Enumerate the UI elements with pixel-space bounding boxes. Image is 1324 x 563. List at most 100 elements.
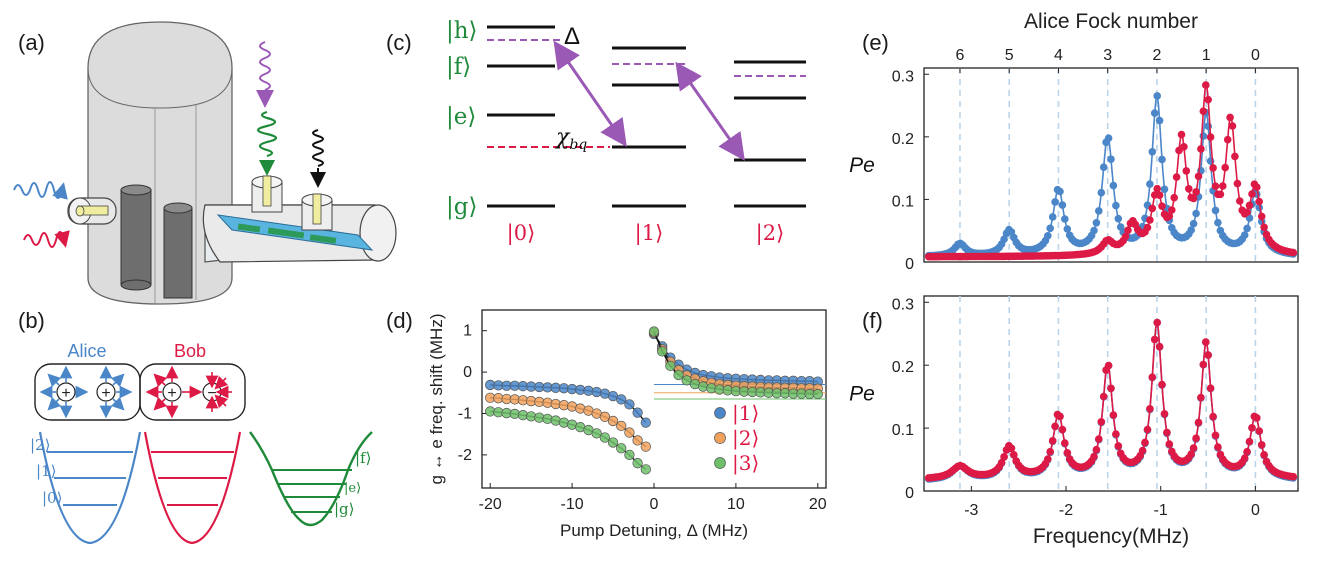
data-point-alice [1051, 198, 1059, 206]
blue-drive-wave [13, 181, 68, 200]
data-point-bob [1289, 472, 1298, 481]
data-point-bob [1236, 197, 1244, 205]
data-point-bob [1228, 122, 1237, 130]
fit-curve-bob [928, 321, 1294, 479]
x-tick-label-d: 0 [650, 496, 659, 513]
data-point-bob [1148, 204, 1157, 213]
panel-d-label: (d) [386, 308, 413, 333]
data-point-bob [1216, 190, 1225, 199]
chi-bq-label: χbq [554, 125, 587, 153]
bob-potential-well [143, 431, 242, 545]
data-point [591, 428, 602, 439]
data-point-bob [1197, 393, 1205, 402]
data-point-bob [1182, 167, 1191, 175]
legend-marker [714, 432, 726, 444]
input-port-left [67, 197, 117, 225]
transmon-ket-e: |e⟩ [344, 481, 361, 496]
transmon-potential-well: |f⟩ |e⟩ |g⟩ [249, 431, 373, 527]
data-point-bob [1257, 441, 1266, 449]
transmon-ket-f: |f⟩ [355, 449, 371, 467]
panel-a: (a) [13, 21, 397, 305]
data-point-bob [1007, 444, 1016, 453]
data-point-bob [1010, 451, 1018, 459]
data-point [616, 394, 627, 405]
fit-curve-bob [928, 83, 1294, 258]
data-point-bob [1257, 212, 1266, 221]
data-point-alice [1192, 209, 1200, 218]
data-point-bob [1240, 454, 1249, 463]
alice-label: Alice [67, 341, 106, 361]
data-point-alice [1104, 134, 1113, 142]
data-point-bob [1109, 411, 1118, 419]
x-tick-label-f: -2 [1059, 502, 1073, 519]
x-axis-label-f: Frequency(MHz) [1033, 525, 1189, 548]
data-point-alice [1150, 109, 1159, 117]
data-point-bob [1206, 384, 1215, 393]
data-point-bob [1204, 95, 1212, 104]
bob-mode-box: + − [139, 363, 246, 421]
data-point-alice [1058, 201, 1067, 209]
data-point-alice [1044, 232, 1052, 240]
data-point-bob [1255, 427, 1263, 435]
y-axis-label-e: Pe [849, 154, 875, 177]
delta-label: Δ [564, 23, 580, 50]
top-tick-label-e: 1 [1202, 47, 1211, 64]
data-point-alice [1240, 231, 1249, 239]
data-point-bob [1189, 444, 1198, 452]
ket-alice-0: |0⟩ [507, 221, 536, 246]
data-point-bob [1233, 179, 1242, 188]
data-point-bob [1260, 223, 1268, 232]
x-tick-label-d: -20 [479, 496, 502, 513]
data-point-bob [1155, 191, 1164, 199]
data-point-alice [1056, 187, 1064, 196]
data-point-bob [1253, 414, 1261, 422]
data-point-alice [1153, 92, 1161, 100]
alice-potential-well: |2⟩ |1⟩ |0⟩ [30, 431, 142, 545]
purple-pump-wave [259, 41, 271, 91]
data-point-bob [1211, 182, 1220, 190]
data-point-bob [1194, 418, 1203, 427]
data-point-bob [1143, 223, 1152, 232]
top-axis-label-e: Alice Fock number [1024, 10, 1198, 33]
plot-frame-e [923, 67, 1299, 263]
data-point-bob [1253, 183, 1261, 191]
data-point-bob [1112, 430, 1120, 438]
top-tick-label-e: 5 [1005, 47, 1014, 64]
data-point-bob [1146, 405, 1154, 413]
y-tick-label-f: 0.1 [892, 422, 914, 439]
data-point [607, 437, 619, 448]
data-point [616, 420, 627, 432]
readout-tube [202, 204, 397, 263]
data-point-bob [1061, 439, 1069, 447]
data-point-bob [1155, 342, 1164, 351]
data-point-bob [1219, 182, 1227, 190]
y-tick-label-f: 0.2 [892, 359, 914, 376]
data-point-bob [1165, 440, 1174, 448]
data-point-alice [1061, 215, 1069, 223]
data-point-bob [997, 458, 1006, 467]
legend-marker [714, 407, 726, 419]
data-point-alice [1114, 214, 1123, 223]
data-point [640, 441, 651, 452]
legend-label: |1⟩ [732, 401, 759, 426]
data-point [632, 458, 643, 469]
data-point-bob [1172, 173, 1181, 181]
data-point-alice [1000, 235, 1008, 243]
data-point-alice [1214, 218, 1222, 227]
data-point-alice [1199, 132, 1208, 140]
top-tick-label-e: 4 [1054, 47, 1063, 64]
chi-symbol: χ [554, 125, 571, 150]
data-point-alice [1243, 224, 1251, 233]
data-point-bob [1199, 107, 1208, 115]
data-point-alice [1187, 226, 1195, 234]
plot-frame-f [923, 295, 1299, 492]
data-point-bob [1248, 190, 1256, 198]
data-point-bob [1177, 130, 1186, 139]
data-point-bob [1114, 442, 1123, 450]
red-drive-wave [23, 230, 70, 248]
data-point-bob [1221, 163, 1229, 172]
data-point-bob [1153, 318, 1161, 327]
data-point-bob [1107, 384, 1115, 393]
